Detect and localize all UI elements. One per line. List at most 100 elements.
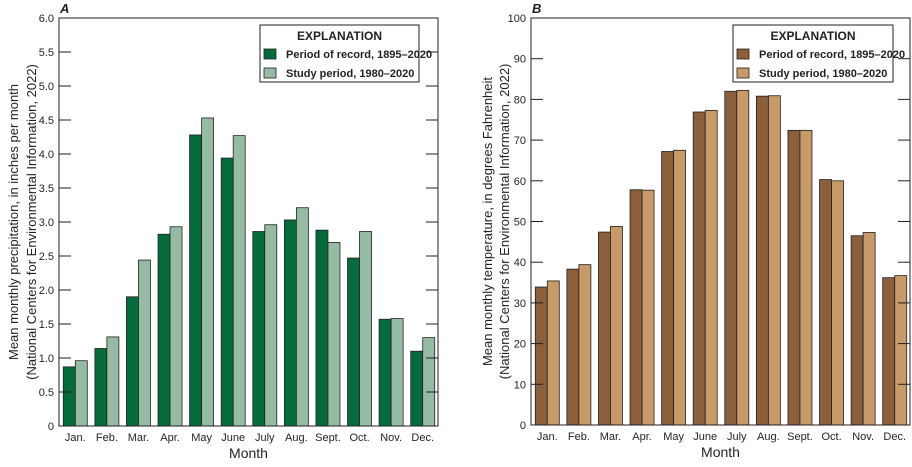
legend-swatch (736, 67, 750, 79)
y-tick-label: 5.0 (39, 81, 54, 93)
legend-box (732, 24, 894, 83)
y-tick-label: 0 (520, 420, 526, 432)
bar-study-period (359, 231, 372, 427)
y-tick-label: 80 (514, 94, 526, 106)
x-tick-label: Nov. (852, 431, 874, 443)
bar-period-of-record (692, 111, 706, 426)
bar-study-period (422, 337, 436, 427)
bar-study-period (295, 207, 309, 427)
x-tick-label: Aug. (285, 432, 308, 444)
bar-study-period (831, 180, 844, 426)
x-tick-label: June (693, 431, 717, 443)
legend-title: EXPLANATION (770, 29, 855, 43)
bar-study-period (201, 117, 215, 427)
x-tick-label: July (255, 432, 275, 444)
bar-period-of-record (566, 268, 580, 426)
bar-study-period (578, 264, 592, 426)
y-axis-label: Mean monthly precipitation, in inches pe… (6, 84, 21, 360)
y-tick-label: 1.5 (39, 319, 54, 331)
y-tick-label: 6.0 (39, 13, 54, 25)
bar-study-period (546, 280, 560, 426)
y-tick-label: 3.0 (39, 217, 54, 229)
bar-period-of-record (755, 95, 769, 426)
bar-study-period (138, 259, 151, 427)
y-tick-label: 20 (514, 339, 526, 351)
x-tick-label: June (221, 432, 245, 444)
bar-period-of-record (220, 157, 234, 427)
x-tick-label: Apr. (632, 431, 652, 443)
x-tick-label: July (727, 431, 747, 443)
bar-period-of-record (819, 179, 832, 426)
y-tick-label: 3.5 (39, 183, 54, 195)
bar-study-period (232, 135, 246, 427)
bar-study-period (704, 109, 718, 426)
legend-swatch (736, 48, 750, 60)
bar-period-of-record (62, 366, 76, 427)
bar-period-of-record (534, 286, 548, 426)
bar-period-of-record (315, 229, 329, 427)
bar-period-of-record (378, 318, 392, 427)
y-tick-label: 0.5 (39, 387, 54, 399)
y-tick-label: 5.5 (39, 47, 54, 59)
x-tick-label: May (191, 432, 212, 444)
panel-label: A (59, 1, 69, 16)
y-tick-label: 90 (514, 54, 526, 66)
bar-period-of-record (787, 129, 801, 426)
panel-label: B (532, 1, 541, 16)
y-tick-label: 1.0 (39, 353, 54, 365)
bar-study-period (641, 189, 655, 426)
x-tick-label: Nov. (380, 432, 402, 444)
legend-item-label: Period of record, 1895–2020 (286, 49, 432, 61)
bar-period-of-record (283, 219, 297, 427)
y-tick-label: 100 (508, 13, 526, 25)
x-tick-label: Oct. (821, 431, 841, 443)
x-tick-label: Mar. (128, 432, 149, 444)
legend-item-label: Period of record, 1895–2020 (759, 49, 905, 61)
bar-study-period (264, 224, 278, 427)
x-tick-label: Mar. (600, 431, 621, 443)
legend: EXPLANATION Period of record, 1895–2020 St… (732, 24, 905, 83)
y-axis-label: Mean monthly temperature, in degrees Fah… (480, 77, 495, 366)
bar-period-of-record (126, 296, 139, 427)
y-axis-label-source: (National Centers for Environmental Info… (24, 64, 39, 380)
bar-study-period (894, 275, 908, 426)
y-tick-label: 60 (514, 176, 526, 188)
x-tick-label: Jan. (537, 431, 558, 443)
bar-period-of-record (629, 189, 643, 426)
bar-study-period (673, 149, 687, 426)
y-tick-label: 50 (514, 217, 526, 229)
legend-swatch (263, 67, 277, 79)
bar-study-period (610, 225, 623, 426)
x-tick-label: Aug. (757, 431, 780, 443)
bar-study-period (327, 241, 341, 427)
bar-study-period (74, 360, 88, 427)
bar-period-of-record (882, 277, 896, 426)
y-tick-label: 40 (514, 257, 526, 269)
y-tick-label: 70 (514, 135, 526, 147)
bar-period-of-record (157, 233, 171, 427)
y-tick-label: 30 (514, 298, 526, 310)
legend-swatch (263, 48, 277, 60)
x-tick-label: Jan. (65, 432, 86, 444)
x-tick-label: Apr. (160, 432, 180, 444)
legend-box (259, 24, 420, 83)
bar-period-of-record (850, 235, 864, 426)
x-axis-label: Month (701, 444, 740, 460)
legend-title: EXPLANATION (297, 29, 382, 43)
bar-study-period (767, 95, 781, 426)
bar-period-of-record (252, 231, 266, 427)
bar-study-period (390, 318, 404, 427)
x-tick-label: May (663, 431, 684, 443)
x-axis-label: Month (229, 445, 268, 461)
bar-period-of-record (724, 90, 738, 426)
bar-study-period (799, 129, 813, 426)
y-tick-label: 4.0 (39, 149, 54, 161)
chart-panel-B: Jan. Feb. Mar. Apr. May June July Aug. Sept. Oct.… (480, 1, 911, 460)
y-tick-label: 0 (48, 421, 54, 433)
bar-period-of-record (410, 350, 424, 427)
y-tick-label: 2.5 (39, 251, 54, 263)
bar-study-period (862, 232, 876, 426)
bar-period-of-record (94, 348, 108, 427)
y-tick-label: 4.5 (39, 115, 54, 127)
